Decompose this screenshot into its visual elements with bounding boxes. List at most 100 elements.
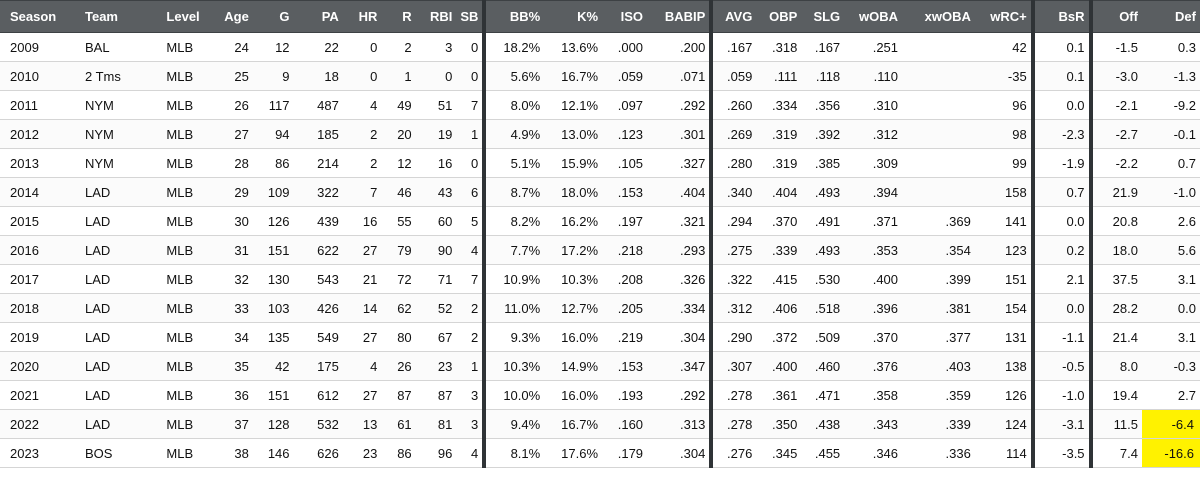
cell-rbi: 96 bbox=[415, 438, 457, 468]
table-body: 2009 BAL MLB 24 12 22 0 2 3 0 18.2% 13.6% .000.200.1… bbox=[0, 32, 1200, 468]
cell-age: 26 bbox=[209, 90, 253, 120]
cell-obp: .370 bbox=[756, 206, 802, 236]
cell-strikeout-rate: 13.6% bbox=[544, 32, 603, 62]
cell-level: MLB bbox=[156, 293, 210, 323]
cell-baserunning: 0.1 bbox=[1032, 61, 1093, 91]
column-header-games[interactable]: G bbox=[252, 0, 294, 33]
cell-team[interactable]: LAD bbox=[75, 264, 157, 294]
cell-offense: 20.8 bbox=[1090, 206, 1142, 236]
column-header-babip[interactable]: BABIP bbox=[647, 0, 714, 33]
column-header-offense[interactable]: Off bbox=[1090, 0, 1142, 33]
stats-table: Season Team Level Age G PA HR R RBI SB BB% K% ISO BAB… bbox=[0, 0, 1200, 468]
column-header-home-runs[interactable]: HR bbox=[342, 0, 382, 33]
cell-avg: .322 bbox=[711, 264, 757, 294]
cell-xwoba bbox=[902, 32, 975, 62]
column-header-season[interactable]: Season bbox=[0, 0, 75, 33]
cell-games: 86 bbox=[252, 148, 294, 178]
column-header-runs[interactable]: R bbox=[381, 0, 416, 33]
cell-season: 2015 bbox=[0, 206, 75, 236]
cell-offense: 19.4 bbox=[1090, 380, 1142, 410]
cell-strikeout-rate: 12.7% bbox=[544, 293, 603, 323]
cell-wrc-plus: -35 bbox=[974, 61, 1035, 91]
cell-defense: -1.3 bbox=[1141, 61, 1200, 91]
column-header-wrc-plus[interactable]: wRC+ bbox=[974, 0, 1035, 33]
cell-home-runs: 7 bbox=[342, 177, 382, 207]
cell-team[interactable]: BAL bbox=[75, 32, 157, 62]
cell-avg: .260 bbox=[711, 90, 757, 120]
column-header-strikeout-rate[interactable]: K% bbox=[544, 0, 603, 33]
cell-age: 29 bbox=[209, 177, 253, 207]
cell-team[interactable]: NYM bbox=[75, 148, 157, 178]
cell-baserunning: 0.0 bbox=[1032, 90, 1093, 120]
cell-baserunning: -3.1 bbox=[1032, 409, 1093, 439]
cell-xwoba bbox=[902, 61, 975, 91]
cell-walk-rate: 7.7% bbox=[484, 235, 545, 265]
cell-slg: .471 bbox=[801, 380, 845, 410]
cell-team[interactable]: LAD bbox=[75, 177, 157, 207]
cell-team[interactable]: 2 Tms bbox=[75, 61, 157, 91]
column-header-rbi[interactable]: RBI bbox=[415, 0, 457, 33]
column-header-slg[interactable]: SLG bbox=[801, 0, 845, 33]
cell-iso: .000 bbox=[602, 32, 648, 62]
column-header-defense[interactable]: Def bbox=[1141, 0, 1200, 33]
cell-team[interactable]: LAD bbox=[75, 235, 157, 265]
cell-season: 2020 bbox=[0, 351, 75, 381]
cell-babip: .327 bbox=[647, 148, 714, 178]
column-header-age[interactable]: Age bbox=[209, 0, 253, 33]
cell-level: MLB bbox=[156, 206, 210, 236]
cell-team[interactable]: LAD bbox=[75, 293, 157, 323]
cell-iso: .208 bbox=[602, 264, 648, 294]
cell-babip: .313 bbox=[647, 409, 714, 439]
cell-level: MLB bbox=[156, 322, 210, 352]
cell-strikeout-rate: 12.1% bbox=[544, 90, 603, 120]
column-header-walk-rate[interactable]: BB% bbox=[484, 0, 545, 33]
cell-wrc-plus: 138 bbox=[974, 351, 1035, 381]
table-row: 2013 NYM MLB 28 86 214 2 12 16 0 5.1% 15.9% .105.327… bbox=[0, 148, 1200, 178]
cell-age: 31 bbox=[209, 235, 253, 265]
cell-games: 146 bbox=[252, 438, 294, 468]
column-header-obp[interactable]: OBP bbox=[756, 0, 802, 33]
column-header-level[interactable]: Level bbox=[156, 0, 210, 33]
cell-home-runs: 16 bbox=[342, 206, 382, 236]
cell-avg: .294 bbox=[711, 206, 757, 236]
column-header-xwoba[interactable]: xwOBA bbox=[902, 0, 975, 33]
cell-baserunning: 0.0 bbox=[1032, 293, 1093, 323]
cell-team[interactable]: LAD bbox=[75, 206, 157, 236]
cell-team[interactable]: NYM bbox=[75, 119, 157, 149]
cell-strikeout-rate: 10.3% bbox=[544, 264, 603, 294]
column-header-plate-appearances[interactable]: PA bbox=[293, 0, 343, 33]
table-row: 2009 BAL MLB 24 12 22 0 2 3 0 18.2% 13.6% .000.200.1… bbox=[0, 32, 1200, 62]
cell-team[interactable]: NYM bbox=[75, 90, 157, 120]
column-header-team[interactable]: Team bbox=[75, 0, 157, 33]
cell-games: 9 bbox=[252, 61, 294, 91]
cell-team[interactable]: LAD bbox=[75, 380, 157, 410]
cell-team[interactable]: BOS bbox=[75, 438, 157, 468]
column-header-stolen-bases[interactable]: SB bbox=[456, 0, 487, 33]
cell-team[interactable]: LAD bbox=[75, 322, 157, 352]
cell-level: MLB bbox=[156, 438, 210, 468]
table-row: 2012 NYM MLB 27 94 185 2 20 19 1 4.9% 13.0% .123.301… bbox=[0, 119, 1200, 149]
cell-obp: .350 bbox=[756, 409, 802, 439]
cell-age: 38 bbox=[209, 438, 253, 468]
cell-runs: 20 bbox=[381, 119, 416, 149]
cell-xwoba: .399 bbox=[902, 264, 975, 294]
cell-woba: .310 bbox=[844, 90, 903, 120]
cell-baserunning: -1.0 bbox=[1032, 380, 1093, 410]
cell-babip: .334 bbox=[647, 293, 714, 323]
column-header-baserunning[interactable]: BsR bbox=[1032, 0, 1093, 33]
cell-iso: .218 bbox=[602, 235, 648, 265]
cell-runs: 79 bbox=[381, 235, 416, 265]
cell-obp: .404 bbox=[756, 177, 802, 207]
column-header-iso[interactable]: ISO bbox=[602, 0, 648, 33]
cell-wrc-plus: 158 bbox=[974, 177, 1035, 207]
cell-defense: -1.0 bbox=[1141, 177, 1200, 207]
cell-age: 32 bbox=[209, 264, 253, 294]
column-header-woba[interactable]: wOBA bbox=[844, 0, 903, 33]
cell-runs: 72 bbox=[381, 264, 416, 294]
cell-team[interactable]: LAD bbox=[75, 351, 157, 381]
cell-strikeout-rate: 13.0% bbox=[544, 119, 603, 149]
cell-wrc-plus: 151 bbox=[974, 264, 1035, 294]
cell-obp: .406 bbox=[756, 293, 802, 323]
column-header-avg[interactable]: AVG bbox=[711, 0, 757, 33]
cell-team[interactable]: LAD bbox=[75, 409, 157, 439]
